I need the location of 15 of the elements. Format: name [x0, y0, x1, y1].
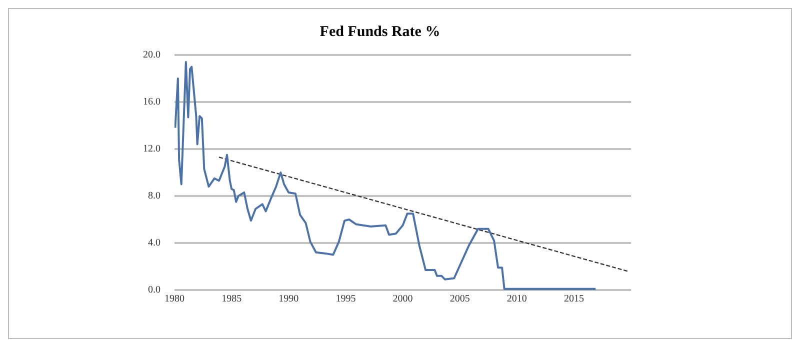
x-tick-label: 2005	[450, 294, 470, 305]
chart-title: Fed Funds Rate %	[320, 24, 440, 40]
y-tick-label: 20.0	[143, 50, 160, 61]
x-tick-label: 2010	[506, 294, 527, 305]
x-tick-label: 2000	[392, 294, 413, 305]
x-tick-label: 1995	[336, 294, 356, 305]
y-tick-label: 4.0	[148, 238, 160, 249]
y-tick-label: 0.0	[148, 284, 160, 296]
y-tick-label: 16.0	[143, 96, 160, 108]
x-tick-label: 1980	[164, 294, 184, 305]
x-tick-label: 1990	[278, 294, 299, 305]
y-tick-label: 12.0	[143, 144, 160, 155]
x-tick-label: 1985	[222, 294, 242, 305]
x-tick-label: 2015	[564, 294, 584, 305]
y-tick-label: 8.0	[148, 190, 160, 202]
